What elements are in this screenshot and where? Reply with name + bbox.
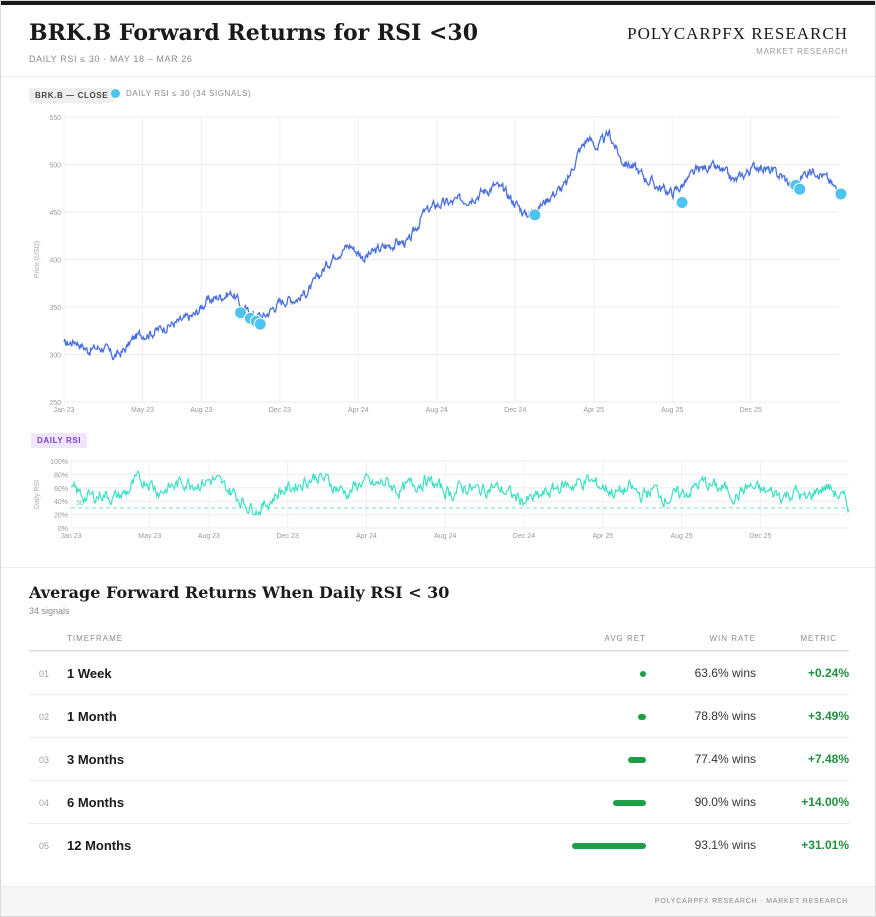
price-x-tick-label: Dec 25 [740, 407, 762, 414]
table-row: 05 12 Months 93.1% wins +31.01% [29, 823, 849, 867]
price-y-tick-label: 550 [49, 115, 61, 122]
rsi-signal-point [234, 306, 248, 320]
rsi-y-tick-label: 100% [50, 459, 68, 466]
signals-legend-label: DAILY RSI ≤ 30 (34 SIGNALS) [126, 89, 252, 98]
rsi-y-tick-label: 0% [58, 526, 68, 533]
price-y-tick-label: 450 [49, 210, 61, 217]
row-win-rate: 63.6% wins [694, 666, 756, 680]
page-title: BRK.B Forward Returns for RSI <30 [29, 20, 479, 46]
row-metric: +0.24% [807, 666, 849, 680]
row-metric: +3.49% [807, 709, 849, 723]
price-x-tick-label: May 23 [131, 407, 154, 414]
header-win-rate: WIN RATE [709, 634, 756, 643]
row-timeframe: 12 Months [67, 838, 132, 853]
rsi-threshold-label: 30 [76, 500, 84, 507]
rsi-chart-tag: DAILY RSI [31, 433, 88, 448]
row-index: 05 [39, 841, 50, 851]
row-timeframe: 3 Months [67, 752, 125, 767]
rsi-y-tick-label: 20% [54, 513, 68, 520]
top-accent-bar [1, 1, 875, 5]
avg-return-bar [612, 800, 646, 806]
avg-return-bar [572, 843, 646, 849]
row-timeframe: 1 Month [67, 709, 117, 724]
row-metric: +7.48% [807, 752, 849, 766]
rsi-x-tick-label: Aug 24 [434, 533, 456, 540]
rsi-x-tick-label: May 23 [138, 533, 161, 540]
section-divider [1, 567, 875, 568]
rsi-x-tick-label: Aug 25 [670, 533, 692, 540]
price-series-line [63, 128, 840, 361]
price-x-tick-label: Apr 25 [583, 407, 604, 414]
price-x-tick-label: Apr 24 [348, 407, 369, 414]
rsi-signal-point [675, 196, 689, 209]
rsi-signal-point [253, 317, 267, 331]
table-row: 03 3 Months 77.4% wins +7.48% [29, 737, 849, 781]
price-chart: 250 300 350 400 450 500 550 Jan 23 May 23 Aug 23 D… [34, 115, 848, 414]
row-index: 04 [39, 798, 50, 808]
rsi-x-tick-label: Aug 23 [198, 533, 220, 540]
price-x-tick-label: Aug 24 [426, 407, 448, 414]
avg-return-bar [640, 671, 646, 677]
row-metric: +14.00% [801, 795, 849, 809]
rsi-x-tick-label: Dec 23 [277, 533, 299, 540]
header-metric: METRIC [800, 634, 837, 643]
table-row: 01 1 Week 63.6% wins +0.24% [29, 651, 849, 695]
rsi-y-tick-label: 60% [54, 486, 68, 493]
returns-table-title: Average Forward Returns When Daily RSI <… [29, 583, 450, 602]
row-win-rate: 93.1% wins [694, 838, 756, 852]
price-x-tick-label: Jan 23 [53, 407, 74, 414]
rsi-chart: 0% 20% 40% 60% 80% 100% Jan 23 May 23 Aug 23 Dec … [34, 459, 850, 540]
rsi-y-tick-label: 80% [54, 472, 68, 479]
rsi-y-tick-label: 40% [54, 499, 68, 506]
signals-legend: DAILY RSI ≤ 30 (34 SIGNALS) [111, 89, 251, 98]
row-win-rate: 77.4% wins [694, 752, 756, 766]
price-y-tick-label: 300 [49, 353, 61, 360]
table-row: 04 6 Months 90.0% wins +14.00% [29, 780, 849, 824]
row-timeframe: 6 Months [67, 795, 125, 810]
header-avg-ret: AVG RET [604, 634, 646, 643]
row-win-rate: 78.8% wins [694, 709, 756, 723]
price-x-tick-label: Aug 23 [190, 407, 212, 414]
row-timeframe: 1 Week [67, 666, 112, 681]
returns-table-subtitle: 34 signals [29, 606, 70, 616]
avg-return-bar [637, 714, 646, 720]
footer: POLYCARPFX RESEARCH · MARKET RESEARCH [1, 886, 875, 916]
rsi-x-tick-label: Apr 24 [356, 533, 377, 540]
avg-return-bar [628, 757, 646, 763]
brand-tagline: MARKET RESEARCH [756, 47, 848, 56]
price-x-tick-label: Dec 23 [269, 407, 291, 414]
rsi-signal-point [793, 182, 807, 196]
price-x-tick-label: Aug 25 [661, 407, 683, 414]
rsi-series-line [70, 469, 850, 517]
rsi-x-tick-label: Jan 23 [60, 533, 81, 540]
row-index: 03 [39, 755, 50, 765]
header-divider [1, 76, 875, 77]
table-header-divider [29, 650, 849, 651]
price-y-tick-label: 350 [49, 305, 61, 312]
row-win-rate: 90.0% wins [694, 795, 756, 809]
footer-text: POLYCARPFX RESEARCH · MARKET RESEARCH [654, 898, 848, 905]
row-index: 02 [39, 712, 50, 722]
rsi-x-tick-label: Apr 25 [592, 533, 613, 540]
price-y-axis-label: Price (USD) [34, 241, 41, 278]
rsi-x-tick-label: Dec 24 [513, 533, 535, 540]
price-y-tick-label: 400 [49, 258, 61, 265]
price-y-tick-label: 250 [49, 400, 61, 407]
price-x-tick-label: Dec 24 [504, 407, 526, 414]
rsi-signal-point [528, 208, 542, 222]
rsi-y-axis-label: Daily RSI [34, 480, 41, 509]
price-chart-tag: BRK.B — CLOSE [29, 88, 115, 103]
rsi-x-tick-label: Dec 25 [749, 533, 771, 540]
page-subtitle: DAILY RSI ≤ 30 · MAY 18 – MAR 26 [29, 54, 193, 64]
table-row: 02 1 Month 78.8% wins +3.49% [29, 694, 849, 738]
signal-dot-icon [111, 89, 120, 98]
rsi-signal-point [834, 187, 848, 201]
brand-name: POLYCARPFX RESEARCH [627, 24, 848, 43]
header-timeframe: TIMEFRAME [67, 634, 124, 643]
row-metric: +31.01% [801, 838, 849, 852]
row-index: 01 [39, 669, 50, 679]
price-y-tick-label: 500 [49, 163, 61, 170]
